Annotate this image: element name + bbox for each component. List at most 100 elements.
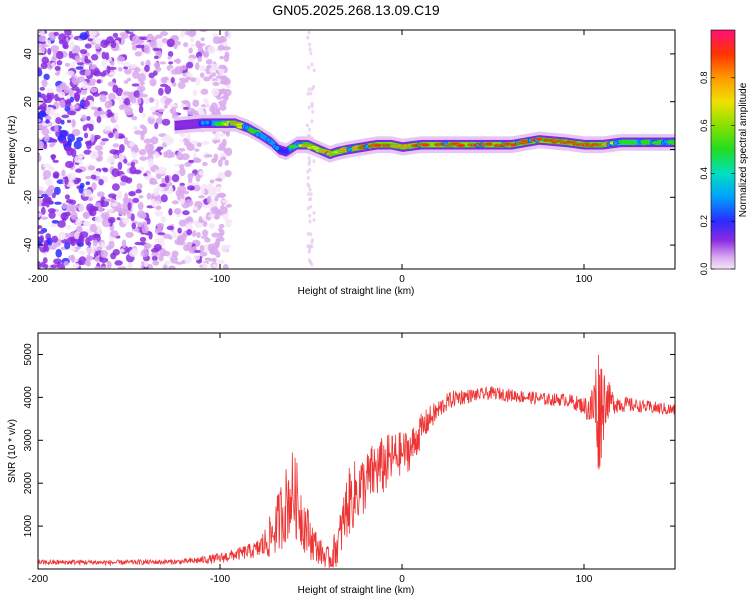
noise-speckle <box>73 204 81 208</box>
noise-speckle <box>131 83 140 87</box>
noise-speckle <box>107 112 115 117</box>
noise-speckle <box>85 181 91 186</box>
ridge-core <box>189 121 192 127</box>
noise-speckle <box>106 155 115 164</box>
noise-speckle <box>88 30 98 37</box>
noise-speckle <box>184 199 194 207</box>
noise-speckle <box>149 39 158 49</box>
noise-speckle <box>196 142 202 148</box>
noise-speckle <box>137 73 147 83</box>
ridge-core <box>209 120 211 126</box>
noise-speckle <box>220 156 227 161</box>
noise-speckle <box>135 44 145 49</box>
noise-speckle <box>106 198 116 202</box>
noise-speckle <box>167 56 172 60</box>
noise-speckle <box>221 199 229 204</box>
noise-speckle <box>214 195 219 202</box>
noise-speckle <box>139 236 147 243</box>
noise-speckle <box>102 168 109 173</box>
noise-speckle <box>96 191 105 198</box>
noise-speckle <box>119 143 125 153</box>
noise-speckle <box>51 154 56 161</box>
noise-speckle <box>225 221 232 228</box>
noise-speckle <box>160 194 168 203</box>
noise-speckle <box>179 163 185 170</box>
noise-speckle <box>55 117 62 125</box>
noise-speckle <box>135 188 142 194</box>
noise-speckle <box>53 186 61 196</box>
noise-speckle <box>307 105 311 110</box>
noise-speckle <box>66 237 75 245</box>
noise-speckle <box>76 136 84 142</box>
noise-speckle <box>123 136 128 145</box>
ridge-blob <box>204 119 210 126</box>
noise-speckle <box>62 138 68 145</box>
noise-speckle <box>199 244 205 253</box>
noise-speckle <box>203 76 211 82</box>
noise-speckle <box>128 191 136 197</box>
noise-speckle <box>58 231 66 241</box>
noise-speckle <box>39 235 44 243</box>
noise-speckle <box>83 211 90 220</box>
noise-speckle <box>134 130 143 135</box>
noise-speckle <box>45 177 53 187</box>
noise-speckle <box>107 216 116 224</box>
noise-speckle <box>151 252 160 257</box>
colorbar-tick-label: 0.8 <box>699 72 709 85</box>
noise-speckle <box>199 251 208 257</box>
noise-speckle <box>138 149 147 156</box>
noise-speckle <box>73 140 82 150</box>
noise-speckle <box>143 260 149 268</box>
noise-speckle <box>141 225 149 234</box>
noise-speckle <box>112 248 120 256</box>
noise-speckle <box>170 106 177 115</box>
noise-speckle <box>215 251 221 258</box>
noise-speckle <box>306 176 310 181</box>
noise-speckle <box>216 259 226 265</box>
noise-speckle <box>153 61 161 69</box>
noise-speckle <box>67 172 76 182</box>
ridge-core <box>466 142 468 148</box>
noise-speckle <box>108 71 116 76</box>
noise-speckle <box>62 40 68 49</box>
noise-speckle <box>70 211 78 220</box>
noise-speckle <box>211 263 219 268</box>
ridge-core <box>264 135 266 141</box>
noise-speckle <box>114 260 123 266</box>
noise-speckle <box>307 156 311 161</box>
noise-speckle <box>164 260 171 266</box>
noise-speckle <box>177 227 182 234</box>
noise-speckle <box>38 67 42 72</box>
noise-speckle <box>309 91 313 96</box>
ridge-core <box>196 121 198 127</box>
noise-speckle <box>52 173 58 179</box>
noise-speckle <box>41 56 49 64</box>
noise-speckle <box>168 235 173 240</box>
noise-speckle <box>153 243 162 251</box>
noise-speckle <box>218 159 223 167</box>
noise-speckle <box>71 77 79 83</box>
noise-speckle <box>131 115 138 121</box>
noise-speckle <box>90 53 99 61</box>
noise-speckle <box>85 175 92 180</box>
noise-speckle <box>306 206 310 211</box>
noise-speckle <box>218 227 223 233</box>
noise-speckle <box>161 250 171 257</box>
noise-speckle <box>61 114 70 119</box>
noise-speckle <box>87 241 92 247</box>
noise-speckle <box>226 84 232 89</box>
noise-speckle <box>45 115 52 121</box>
noise-speckle <box>138 195 144 199</box>
noise-speckle <box>81 114 87 122</box>
noise-speckle <box>198 195 205 199</box>
ridge-peak <box>288 144 297 149</box>
noise-speckle <box>38 225 43 229</box>
noise-speckle <box>132 197 140 204</box>
noise-speckle <box>90 134 95 143</box>
noise-speckle <box>222 93 229 102</box>
noise-speckle <box>108 240 115 249</box>
noise-speckle <box>141 113 147 118</box>
noise-speckle <box>84 69 91 76</box>
ridge-core <box>177 122 180 128</box>
noise-speckle <box>41 127 50 136</box>
